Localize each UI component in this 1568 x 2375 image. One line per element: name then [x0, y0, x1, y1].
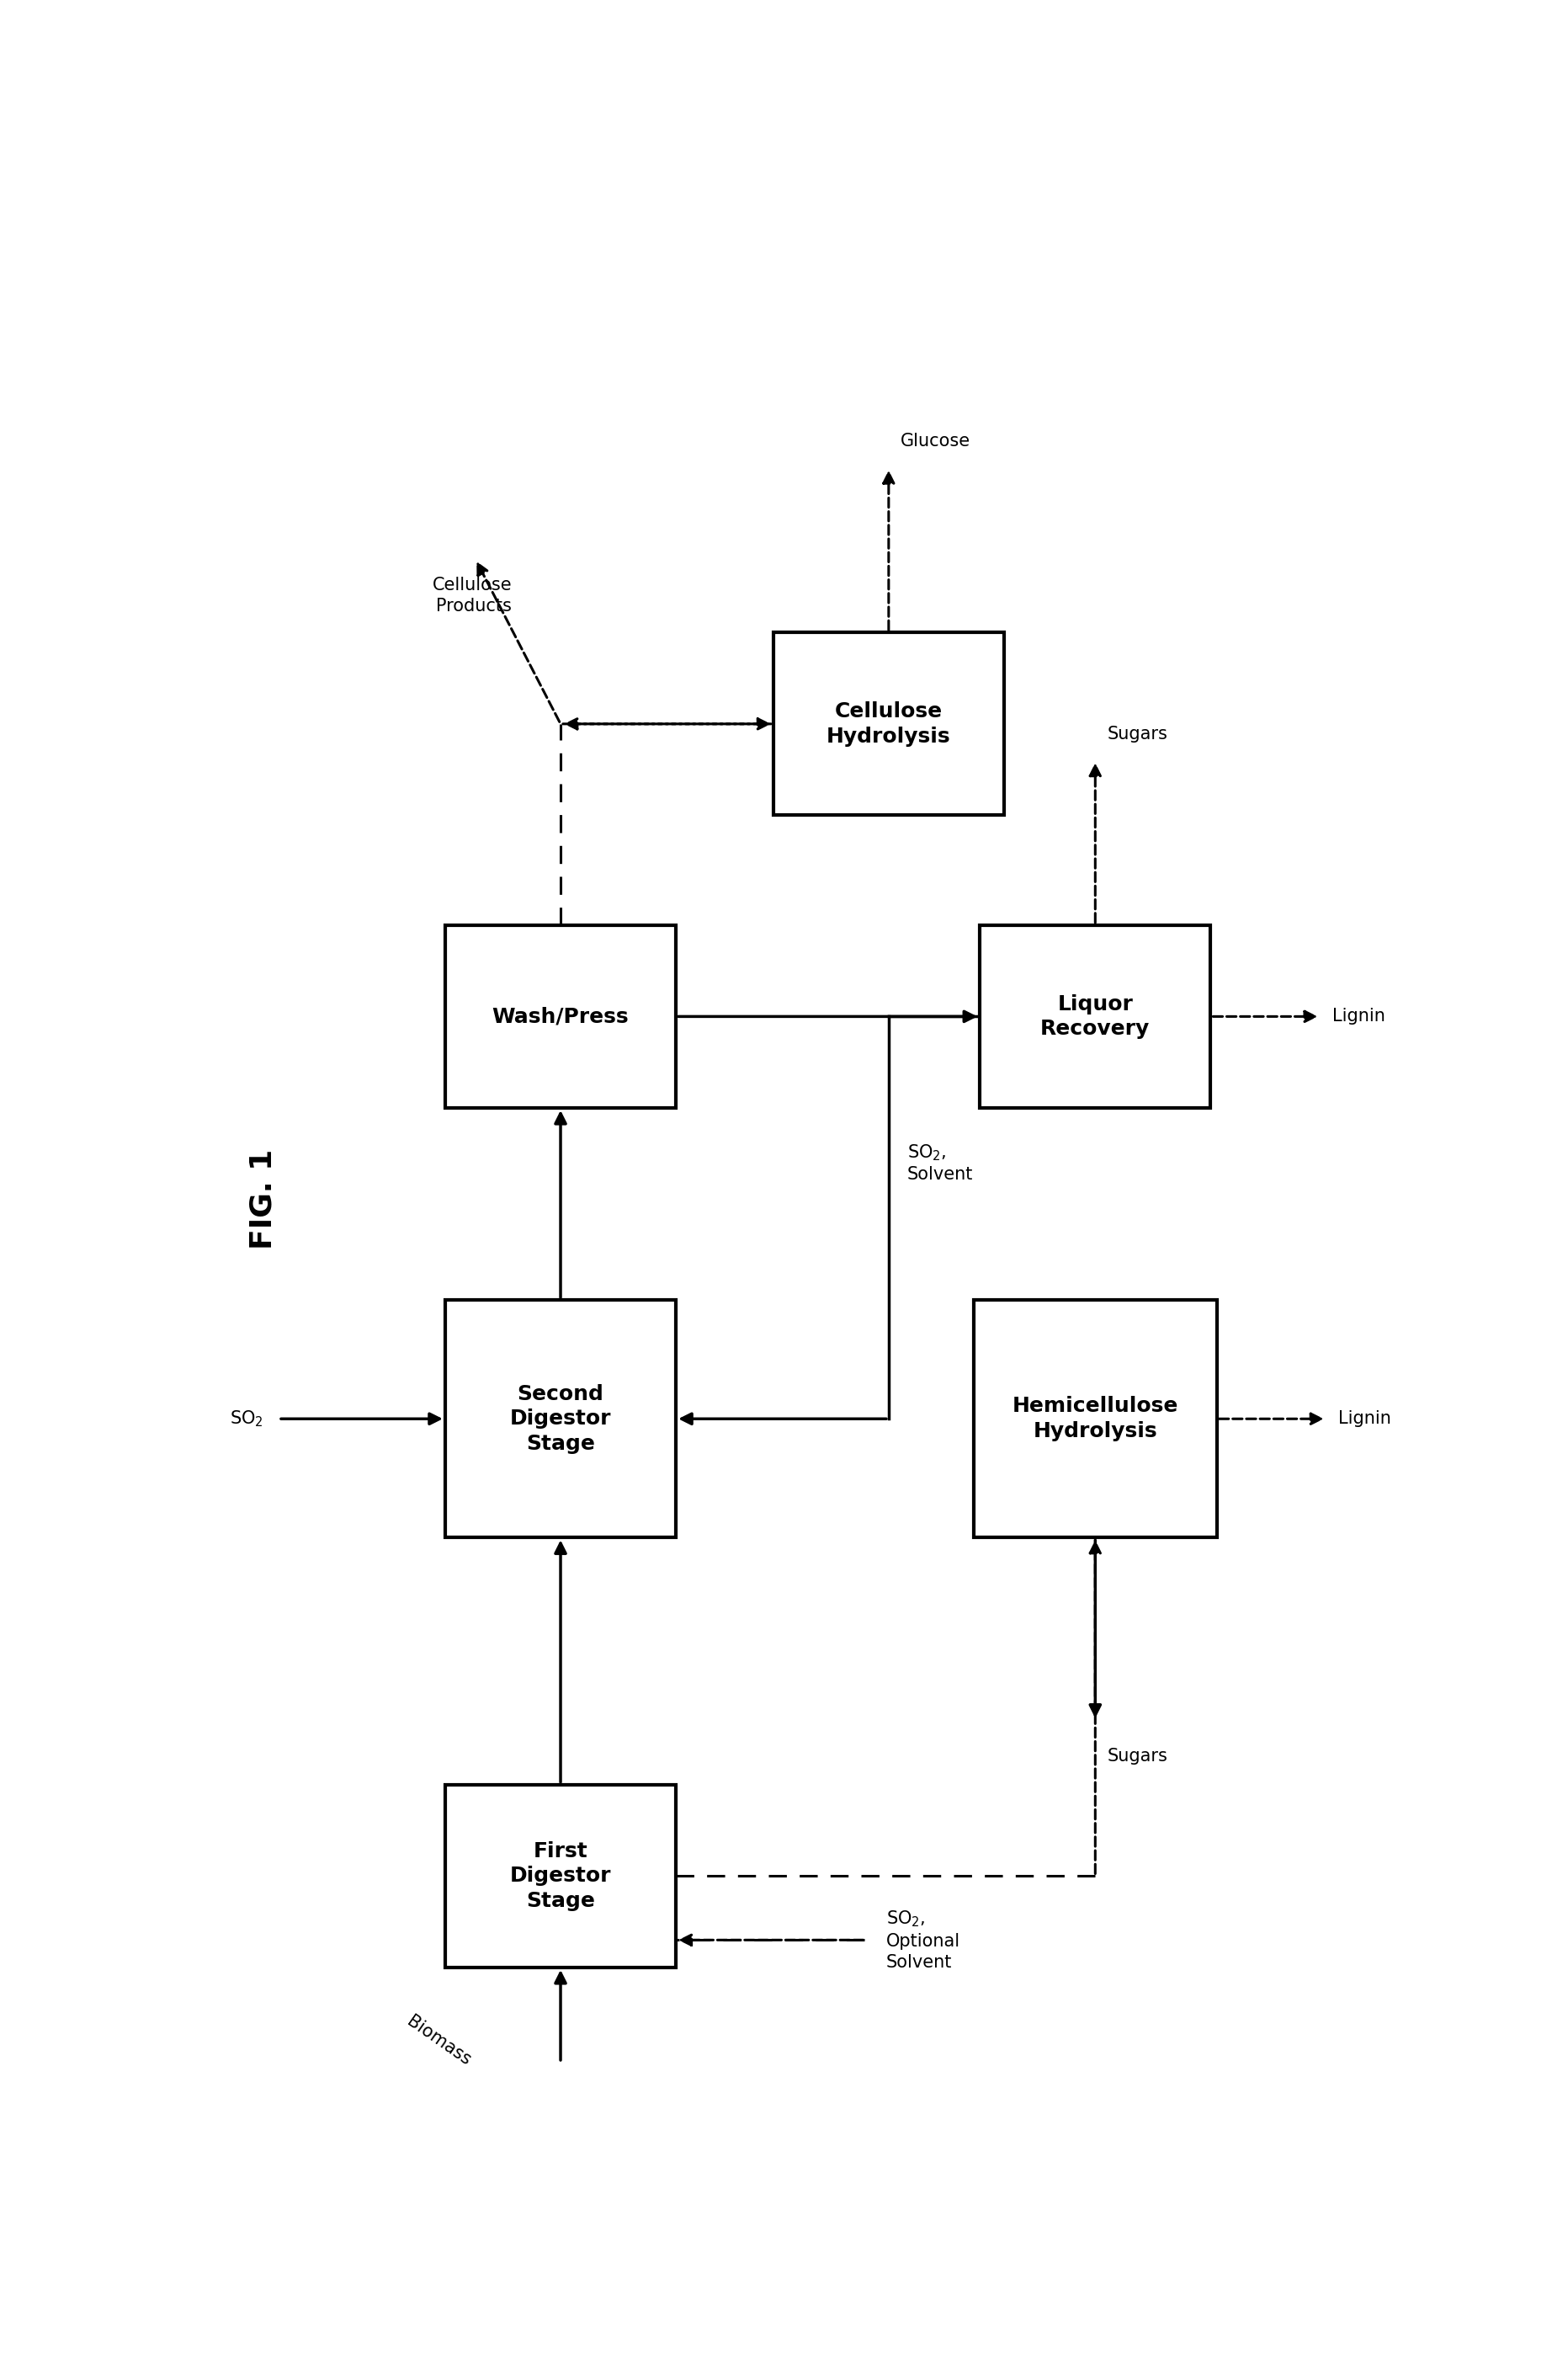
Text: First
Digestor
Stage: First Digestor Stage: [510, 1841, 612, 1912]
Bar: [974, 1299, 1217, 1537]
Text: SO$_2$: SO$_2$: [229, 1408, 263, 1430]
Text: Lignin: Lignin: [1339, 1411, 1391, 1427]
Text: Liquor
Recovery: Liquor Recovery: [1041, 993, 1149, 1040]
Bar: [773, 632, 1004, 815]
Text: Sugars: Sugars: [1107, 724, 1168, 741]
Bar: [445, 926, 676, 1107]
Text: Cellulose
Hydrolysis: Cellulose Hydrolysis: [826, 701, 950, 746]
Bar: [445, 1299, 676, 1537]
Bar: [980, 926, 1210, 1107]
Text: SO$_2$,
Solvent: SO$_2$, Solvent: [906, 1142, 972, 1183]
Bar: [445, 1784, 676, 1966]
Text: Glucose: Glucose: [900, 432, 971, 449]
Text: Biomass: Biomass: [405, 2012, 474, 2069]
Text: FIG. 1: FIG. 1: [248, 1150, 278, 1249]
Text: Lignin: Lignin: [1333, 1007, 1385, 1026]
Text: Sugars: Sugars: [1107, 1748, 1168, 1765]
Text: Wash/Press: Wash/Press: [492, 1007, 629, 1026]
Text: SO$_2$,
Optional
Solvent: SO$_2$, Optional Solvent: [886, 1910, 961, 1971]
Text: Cellulose
Products: Cellulose Products: [433, 577, 513, 615]
Text: Second
Digestor
Stage: Second Digestor Stage: [510, 1385, 612, 1453]
Text: Hemicellulose
Hydrolysis: Hemicellulose Hydrolysis: [1013, 1396, 1178, 1442]
